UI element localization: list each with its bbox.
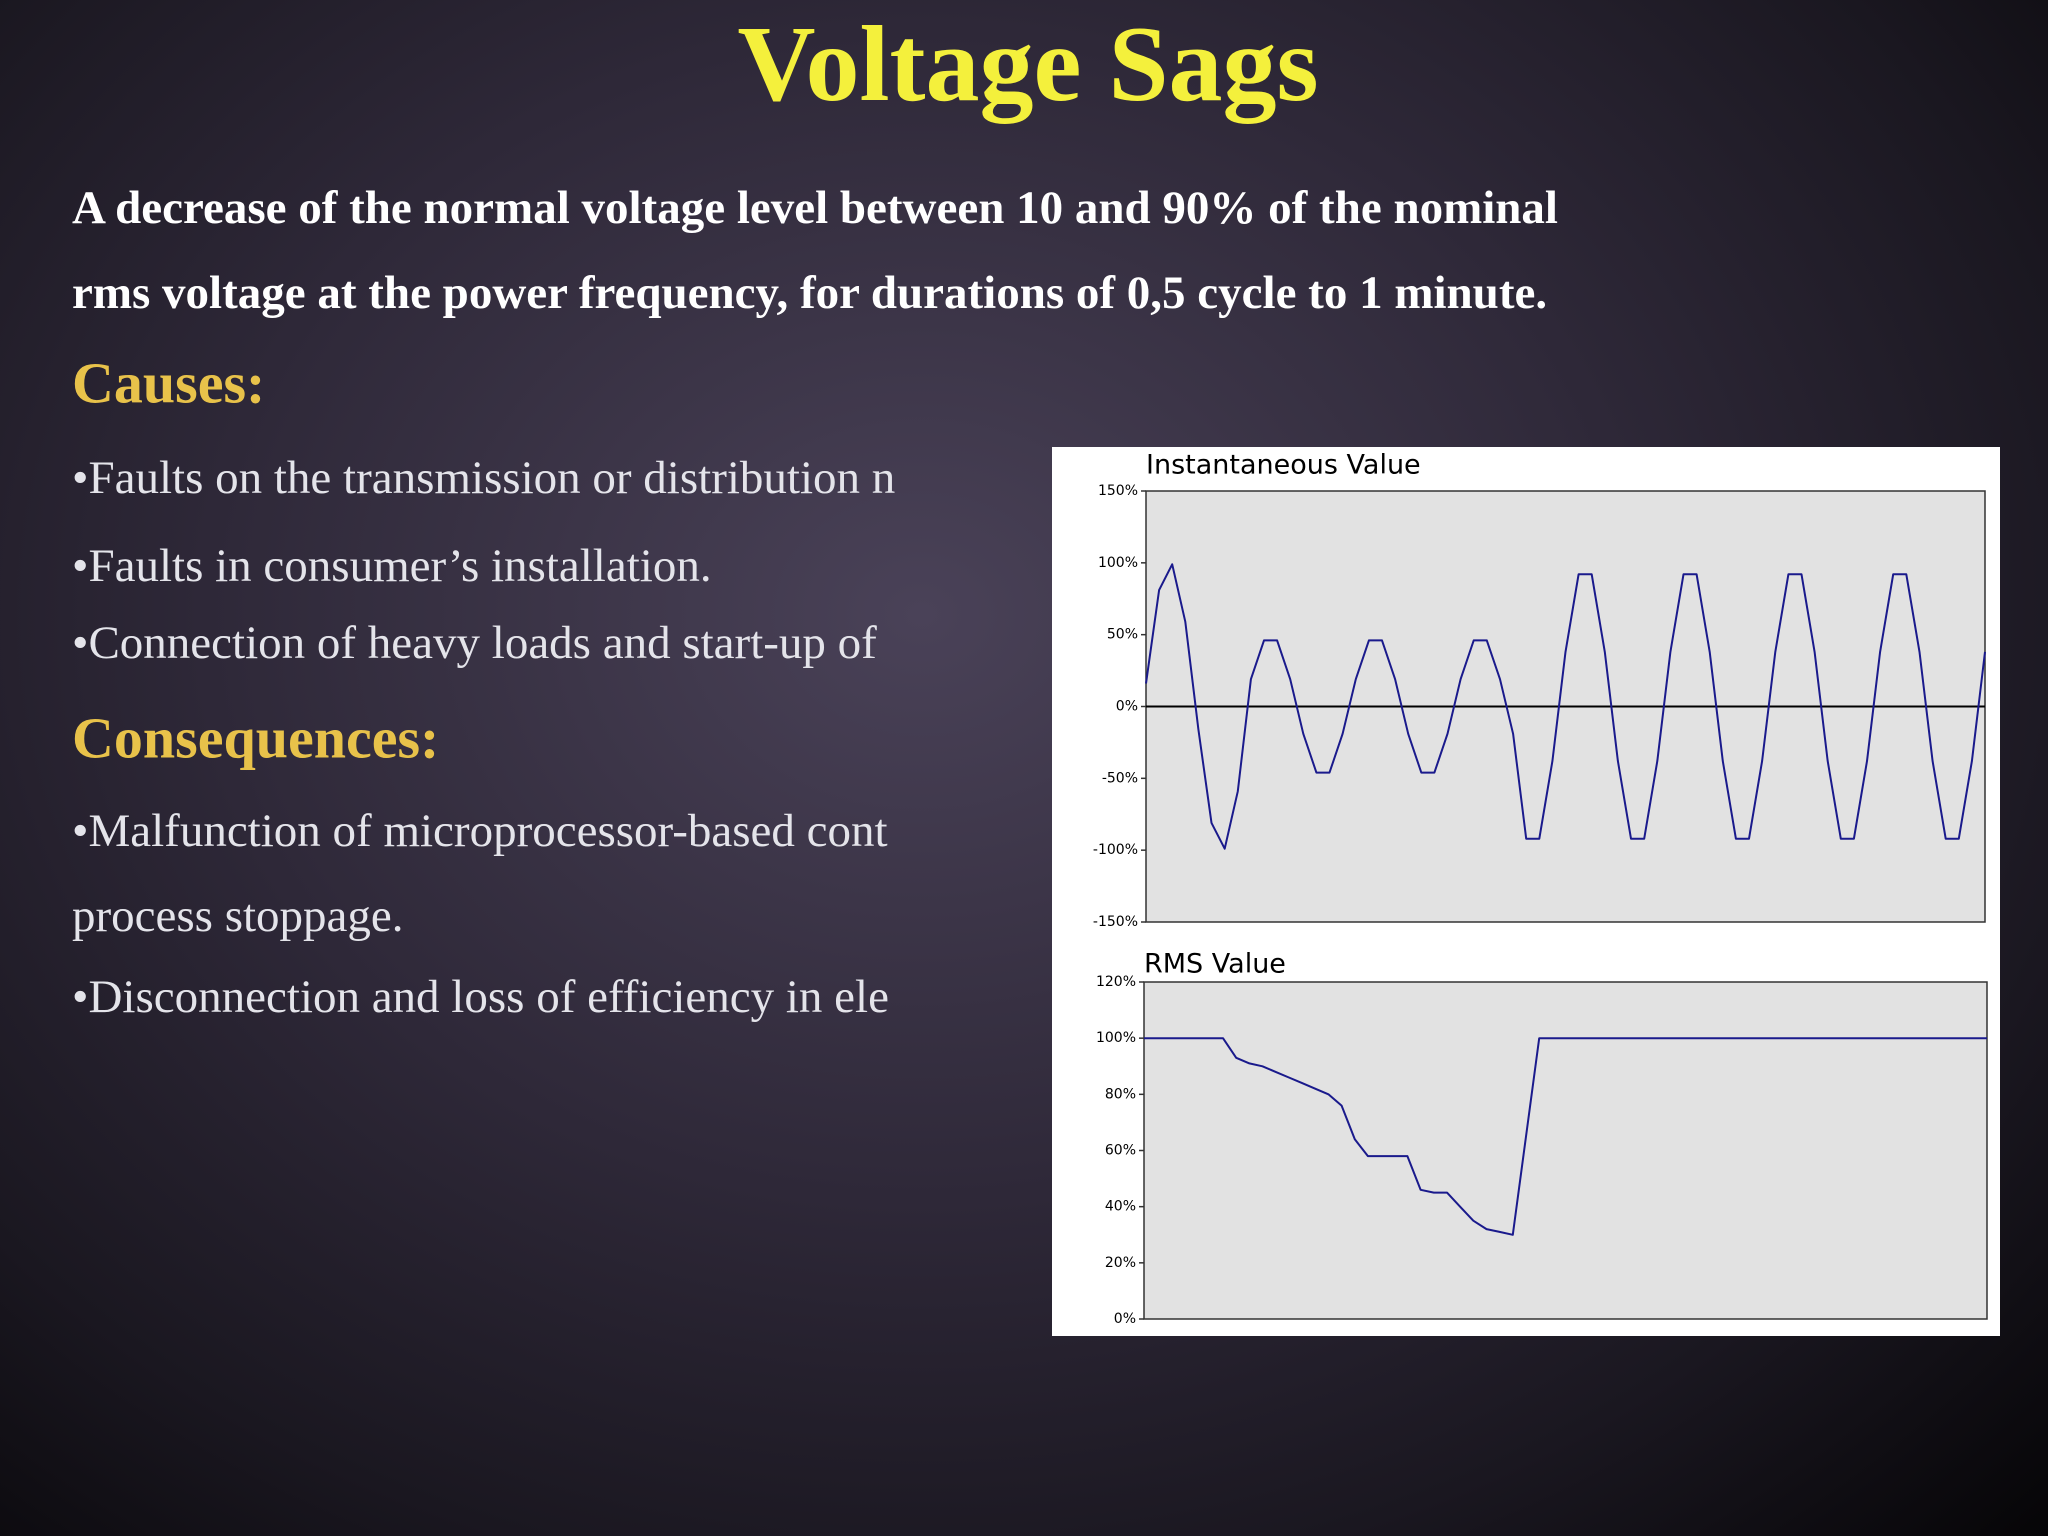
chart-title: Instantaneous Value bbox=[1146, 450, 1421, 481]
y-tick-label: -150% bbox=[1093, 914, 1138, 930]
series-line bbox=[1144, 1037, 1987, 1236]
definition-line: rms voltage at the power frequency, for … bbox=[72, 267, 1547, 319]
y-tick-label: 0% bbox=[1114, 1311, 1136, 1327]
y-tick-label: 150% bbox=[1098, 483, 1138, 499]
bullet-item: •Connection of heavy loads and start-up … bbox=[72, 617, 877, 669]
bullet-item: •Disconnection and loss of efficiency in… bbox=[72, 971, 889, 1023]
y-tick-label: 60% bbox=[1105, 1143, 1136, 1159]
bullet-item: process stoppage. bbox=[72, 890, 404, 942]
section-heading: Causes: bbox=[72, 350, 265, 415]
plot-area bbox=[1143, 981, 1988, 1320]
section-heading: Consequences: bbox=[72, 705, 439, 770]
y-tick-label: 120% bbox=[1096, 974, 1136, 990]
y-tick-label: 0% bbox=[1116, 699, 1138, 715]
y-tick-label: 50% bbox=[1107, 627, 1138, 643]
y-tick-label: 40% bbox=[1105, 1199, 1136, 1215]
bullet-item: •Faults on the transmission or distribut… bbox=[72, 452, 895, 504]
slide-title: Voltage Sags bbox=[737, 5, 1318, 124]
chart-title: RMS Value bbox=[1144, 949, 1286, 980]
y-tick-label: 80% bbox=[1105, 1086, 1136, 1102]
y-tick-label: 100% bbox=[1096, 1030, 1136, 1046]
y-tick-label: -50% bbox=[1102, 770, 1138, 786]
definition-line: A decrease of the normal voltage level b… bbox=[72, 182, 1558, 234]
y-tick-label: 20% bbox=[1105, 1255, 1136, 1271]
bullet-item: •Faults in consumer’s installation. bbox=[72, 540, 712, 592]
y-tick-label: 100% bbox=[1098, 555, 1138, 571]
bullet-item: •Malfunction of microprocessor-based con… bbox=[72, 805, 888, 857]
y-tick-label: -100% bbox=[1093, 842, 1138, 858]
series-line bbox=[1145, 563, 1986, 850]
